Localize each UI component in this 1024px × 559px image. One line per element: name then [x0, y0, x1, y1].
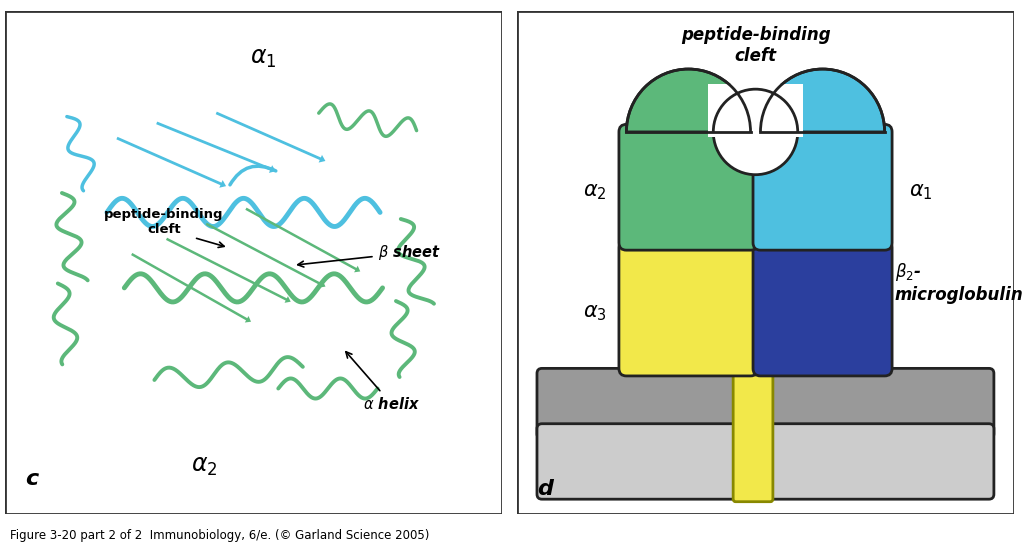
Text: Figure 3-20 part 2 of 2  Immunobiology, 6/e. (© Garland Science 2005): Figure 3-20 part 2 of 2 Immunobiology, 6… [10, 529, 430, 542]
FancyBboxPatch shape [537, 368, 994, 439]
Text: $\alpha_2$: $\alpha_2$ [583, 182, 606, 202]
FancyBboxPatch shape [753, 125, 892, 250]
Text: $\alpha$ helix: $\alpha$ helix [346, 352, 420, 411]
Text: peptide-binding
cleft: peptide-binding cleft [681, 26, 830, 65]
Text: $\beta$ sheet: $\beta$ sheet [298, 243, 440, 267]
FancyBboxPatch shape [618, 125, 758, 250]
FancyBboxPatch shape [753, 240, 892, 376]
Wedge shape [627, 69, 751, 132]
FancyBboxPatch shape [733, 366, 773, 502]
Text: $\alpha_1$: $\alpha_1$ [250, 46, 276, 70]
Text: $\alpha_3$: $\alpha_3$ [583, 303, 606, 323]
Text: c: c [25, 469, 38, 489]
Bar [709, 84, 803, 137]
Text: $\beta_2$-
microglobulin: $\beta_2$- microglobulin [895, 262, 1023, 304]
Text: $\alpha_1$: $\alpha_1$ [909, 182, 933, 202]
FancyBboxPatch shape [537, 424, 994, 499]
FancyBboxPatch shape [618, 240, 758, 376]
Wedge shape [761, 69, 885, 132]
Text: peptide-binding
cleft: peptide-binding cleft [104, 209, 224, 236]
Text: $\alpha_2$: $\alpha_2$ [190, 454, 217, 478]
Circle shape [714, 89, 798, 175]
Text: d: d [537, 479, 553, 499]
